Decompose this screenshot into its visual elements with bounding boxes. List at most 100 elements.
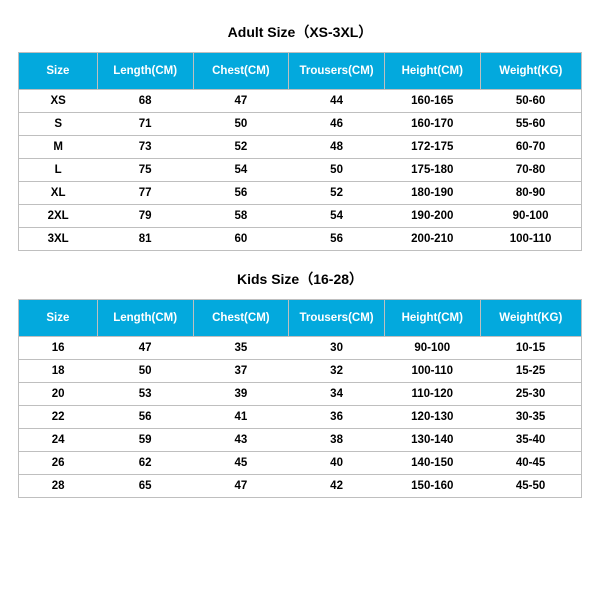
- table-cell: 2XL: [19, 205, 98, 228]
- adult-thead: SizeLength(CM)Chest(CM)Trousers(CM)Heigh…: [19, 53, 582, 90]
- column-header: Length(CM): [97, 53, 193, 90]
- table-cell: 38: [289, 429, 385, 452]
- table-cell: L: [19, 159, 98, 182]
- table-cell: 52: [289, 182, 385, 205]
- table-cell: 3XL: [19, 228, 98, 251]
- table-cell: 20: [19, 383, 98, 406]
- kids-block: Kids Size（16-28） SizeLength(CM)Chest(CM)…: [18, 257, 582, 498]
- table-row: 26624540140-15040-45: [19, 452, 582, 475]
- table-cell: 50: [289, 159, 385, 182]
- table-cell: 100-110: [384, 360, 480, 383]
- table-cell: 16: [19, 337, 98, 360]
- table-cell: 35: [193, 337, 289, 360]
- table-cell: 160-165: [384, 90, 480, 113]
- column-header: Height(CM): [384, 300, 480, 337]
- column-header: Trousers(CM): [289, 300, 385, 337]
- table-cell: 172-175: [384, 136, 480, 159]
- column-header: Length(CM): [97, 300, 193, 337]
- table-cell: XS: [19, 90, 98, 113]
- table-cell: 32: [289, 360, 385, 383]
- table-cell: 44: [289, 90, 385, 113]
- table-cell: 47: [193, 90, 289, 113]
- kids-table: SizeLength(CM)Chest(CM)Trousers(CM)Heigh…: [18, 299, 582, 498]
- table-cell: 58: [193, 205, 289, 228]
- table-cell: 50: [97, 360, 193, 383]
- table-row: 22564136120-13030-35: [19, 406, 582, 429]
- table-row: S715046160-17055-60: [19, 113, 582, 136]
- table-row: L755450175-18070-80: [19, 159, 582, 182]
- table-cell: 45: [193, 452, 289, 475]
- table-cell: 60: [193, 228, 289, 251]
- table-cell: 140-150: [384, 452, 480, 475]
- column-header: Weight(KG): [480, 53, 581, 90]
- table-cell: 77: [97, 182, 193, 205]
- table-cell: 60-70: [480, 136, 581, 159]
- table-cell: 46: [289, 113, 385, 136]
- table-cell: 40-45: [480, 452, 581, 475]
- table-cell: 68: [97, 90, 193, 113]
- table-cell: 120-130: [384, 406, 480, 429]
- table-cell: 70-80: [480, 159, 581, 182]
- adult-block: Adult Size（XS-3XL） SizeLength(CM)Chest(C…: [18, 10, 582, 251]
- table-cell: 56: [289, 228, 385, 251]
- table-cell: 110-120: [384, 383, 480, 406]
- table-cell: 47: [193, 475, 289, 498]
- table-row: 24594338130-14035-40: [19, 429, 582, 452]
- table-cell: 100-110: [480, 228, 581, 251]
- table-cell: 50-60: [480, 90, 581, 113]
- table-cell: 35-40: [480, 429, 581, 452]
- table-cell: 22: [19, 406, 98, 429]
- column-header: Trousers(CM): [289, 53, 385, 90]
- column-header: Size: [19, 53, 98, 90]
- table-cell: 200-210: [384, 228, 480, 251]
- table-cell: 160-170: [384, 113, 480, 136]
- table-cell: 175-180: [384, 159, 480, 182]
- table-cell: 34: [289, 383, 385, 406]
- table-cell: 10-15: [480, 337, 581, 360]
- table-row: 18503732100-11015-25: [19, 360, 582, 383]
- table-cell: 42: [289, 475, 385, 498]
- adult-tbody: XS684744160-16550-60S715046160-17055-60M…: [19, 90, 582, 251]
- table-cell: 79: [97, 205, 193, 228]
- table-cell: 36: [289, 406, 385, 429]
- table-cell: 73: [97, 136, 193, 159]
- table-row: 20533934110-12025-30: [19, 383, 582, 406]
- table-cell: 52: [193, 136, 289, 159]
- column-header: Size: [19, 300, 98, 337]
- table-cell: 37: [193, 360, 289, 383]
- table-cell: 130-140: [384, 429, 480, 452]
- table-cell: 43: [193, 429, 289, 452]
- table-cell: 71: [97, 113, 193, 136]
- table-cell: 180-190: [384, 182, 480, 205]
- table-cell: S: [19, 113, 98, 136]
- table-cell: 54: [289, 205, 385, 228]
- kids-tbody: 1647353090-10010-1518503732100-11015-252…: [19, 337, 582, 498]
- table-cell: 50: [193, 113, 289, 136]
- table-cell: 190-200: [384, 205, 480, 228]
- table-cell: 15-25: [480, 360, 581, 383]
- table-cell: 30: [289, 337, 385, 360]
- table-cell: 81: [97, 228, 193, 251]
- table-cell: 26: [19, 452, 98, 475]
- size-charts: Adult Size（XS-3XL） SizeLength(CM)Chest(C…: [0, 0, 600, 508]
- table-cell: 56: [97, 406, 193, 429]
- table-row: 2XL795854190-20090-100: [19, 205, 582, 228]
- table-row: XS684744160-16550-60: [19, 90, 582, 113]
- table-cell: 54: [193, 159, 289, 182]
- table-row: M735248172-17560-70: [19, 136, 582, 159]
- table-cell: 59: [97, 429, 193, 452]
- table-cell: 40: [289, 452, 385, 475]
- column-header: Chest(CM): [193, 300, 289, 337]
- table-cell: 28: [19, 475, 98, 498]
- adult-table: SizeLength(CM)Chest(CM)Trousers(CM)Heigh…: [18, 52, 582, 251]
- table-cell: M: [19, 136, 98, 159]
- table-cell: 24: [19, 429, 98, 452]
- table-cell: 90-100: [480, 205, 581, 228]
- table-cell: 39: [193, 383, 289, 406]
- table-cell: 75: [97, 159, 193, 182]
- table-cell: 150-160: [384, 475, 480, 498]
- table-row: 1647353090-10010-15: [19, 337, 582, 360]
- table-cell: 48: [289, 136, 385, 159]
- table-cell: 53: [97, 383, 193, 406]
- table-row: XL775652180-19080-90: [19, 182, 582, 205]
